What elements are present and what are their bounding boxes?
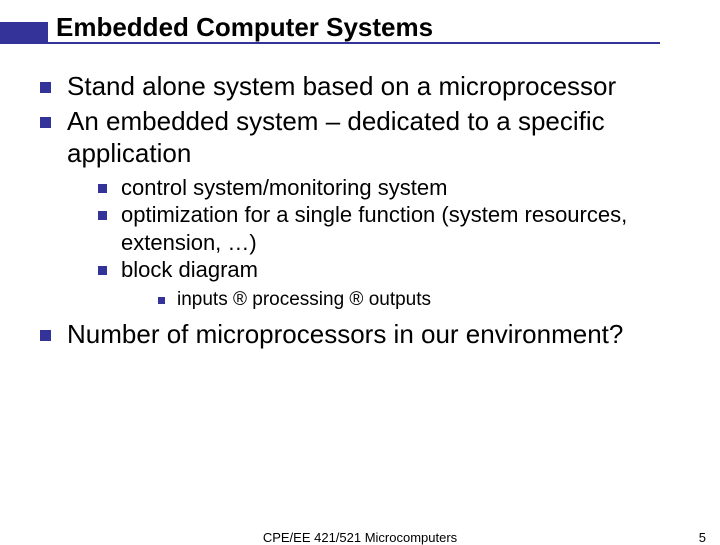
bullet-lvl1: Number of microprocessors in our environ… <box>40 318 680 351</box>
square-bullet-icon <box>40 117 51 128</box>
bullet-lvl2: block diagram <box>98 256 680 284</box>
slide-title: Embedded Computer Systems <box>56 12 433 43</box>
bullet-text: Number of microprocessors in our environ… <box>67 318 623 351</box>
square-bullet-icon <box>40 82 51 93</box>
bullet-lvl2: optimization for a single function (syst… <box>98 201 680 256</box>
slide-content: Stand alone system based on a microproce… <box>40 70 680 353</box>
bullet-text: control system/monitoring system <box>121 174 447 202</box>
square-bullet-icon <box>98 211 107 220</box>
page-number: 5 <box>699 530 706 545</box>
bullet-text: An embedded system – dedicated to a spec… <box>67 105 680 170</box>
bullet-lvl1: Stand alone system based on a microproce… <box>40 70 680 103</box>
bullet-lvl1: An embedded system – dedicated to a spec… <box>40 105 680 170</box>
sublist-lvl3: inputs ® processing ® outputs <box>158 288 680 313</box>
square-bullet-icon <box>98 184 107 193</box>
square-bullet-icon <box>158 297 165 304</box>
footer-course-label: CPE/EE 421/521 Microcomputers <box>0 530 720 545</box>
title-accent-block <box>0 22 48 44</box>
square-bullet-icon <box>40 330 51 341</box>
bullet-lvl2: control system/monitoring system <box>98 174 680 202</box>
sublist-lvl2: control system/monitoring system optimiz… <box>98 174 680 284</box>
bullet-text: optimization for a single function (syst… <box>121 201 680 256</box>
bullet-text: block diagram <box>121 256 258 284</box>
bullet-lvl3: inputs ® processing ® outputs <box>158 288 680 313</box>
bullet-text: Stand alone system based on a microproce… <box>67 70 616 103</box>
bullet-text: inputs ® processing ® outputs <box>177 288 431 313</box>
square-bullet-icon <box>98 266 107 275</box>
